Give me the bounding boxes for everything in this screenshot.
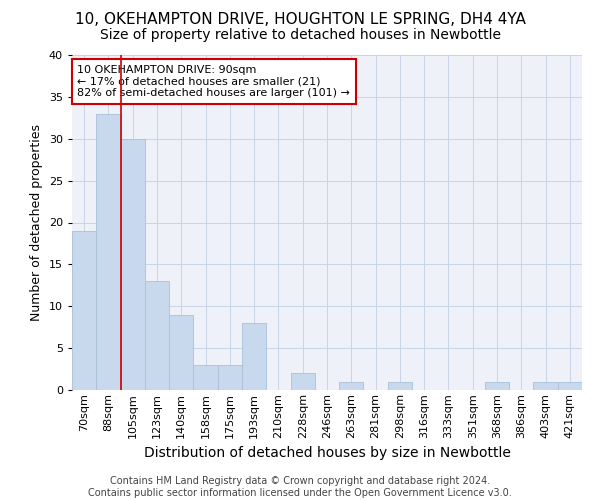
Bar [558, 382, 582, 390]
Bar [339, 382, 364, 390]
Bar [242, 323, 266, 390]
Bar [388, 382, 412, 390]
Bar [72, 231, 96, 390]
Bar [533, 382, 558, 390]
Bar [121, 138, 145, 390]
Text: 10, OKEHAMPTON DRIVE, HOUGHTON LE SPRING, DH4 4YA: 10, OKEHAMPTON DRIVE, HOUGHTON LE SPRING… [74, 12, 526, 28]
Bar [145, 281, 169, 390]
Bar [218, 365, 242, 390]
Text: 10 OKEHAMPTON DRIVE: 90sqm
← 17% of detached houses are smaller (21)
82% of semi: 10 OKEHAMPTON DRIVE: 90sqm ← 17% of deta… [77, 65, 350, 98]
Bar [485, 382, 509, 390]
Bar [290, 373, 315, 390]
Y-axis label: Number of detached properties: Number of detached properties [30, 124, 43, 321]
Bar [193, 365, 218, 390]
Bar [169, 314, 193, 390]
X-axis label: Distribution of detached houses by size in Newbottle: Distribution of detached houses by size … [143, 446, 511, 460]
Text: Size of property relative to detached houses in Newbottle: Size of property relative to detached ho… [100, 28, 500, 42]
Bar [96, 114, 121, 390]
Text: Contains HM Land Registry data © Crown copyright and database right 2024.
Contai: Contains HM Land Registry data © Crown c… [88, 476, 512, 498]
